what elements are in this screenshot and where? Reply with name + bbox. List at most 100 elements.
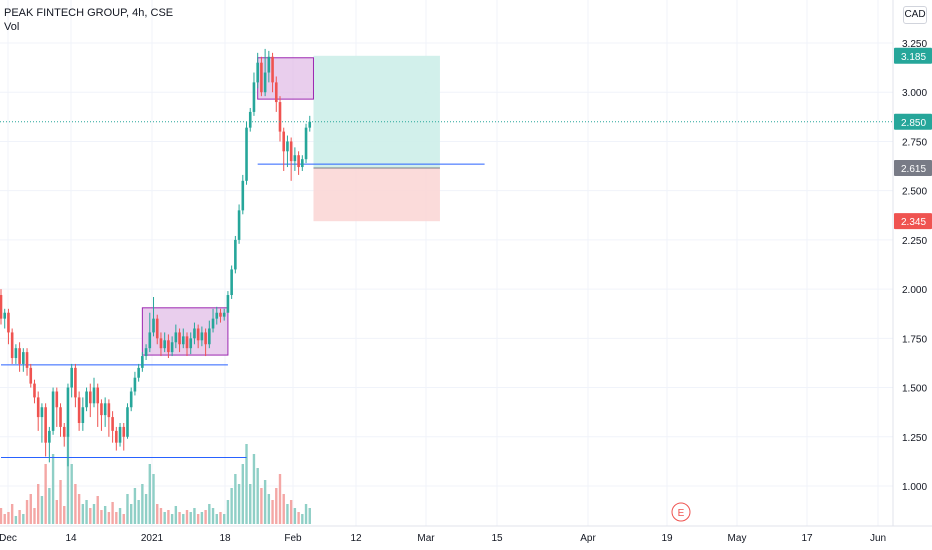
candle-body[interactable] (196, 328, 200, 341)
candle-body[interactable] (159, 338, 163, 349)
candle-body[interactable] (36, 397, 40, 418)
symbol-title[interactable]: PEAK FINTECH GROUP, 4h, CSE (4, 7, 174, 19)
candle-body[interactable] (92, 387, 96, 404)
candle-body[interactable] (245, 127, 248, 181)
candle-body[interactable] (3, 312, 7, 319)
candle-body[interactable] (252, 82, 256, 112)
candle-body[interactable] (301, 159, 304, 168)
candle-body[interactable] (211, 318, 215, 329)
earnings-event-icon[interactable] (671, 502, 691, 522)
candle-body[interactable] (25, 352, 29, 368)
candle-body[interactable] (44, 407, 47, 443)
candle-body[interactable] (66, 387, 70, 437)
candle-body[interactable] (18, 348, 21, 364)
candle-body[interactable] (260, 62, 263, 93)
candle-body[interactable] (237, 210, 241, 240)
candlestick-series[interactable] (0, 48, 312, 467)
candle-body[interactable] (181, 336, 185, 345)
candle-body[interactable] (118, 426, 122, 443)
candle-body[interactable] (170, 342, 174, 353)
price-label-target-badge[interactable] (894, 47, 932, 64)
candle-body[interactable] (29, 367, 33, 384)
candle-body[interactable] (163, 340, 166, 349)
candle-body[interactable] (308, 121, 312, 128)
position-loss-zone[interactable] (313, 168, 440, 222)
candle-body[interactable] (271, 56, 274, 83)
candle-body[interactable] (55, 391, 59, 408)
candle-body[interactable] (248, 111, 252, 128)
candle-body[interactable] (74, 367, 77, 398)
position-profit-zone[interactable] (313, 55, 440, 169)
candle-body[interactable] (107, 403, 111, 418)
candle-body[interactable] (88, 391, 92, 404)
candle-body[interactable] (22, 352, 25, 364)
candle-body[interactable] (263, 72, 267, 93)
candle-body[interactable] (59, 407, 62, 427)
candle-body[interactable] (226, 295, 230, 313)
candle-body[interactable] (256, 62, 259, 83)
candle-body[interactable] (278, 102, 282, 132)
candle-body[interactable] (267, 56, 271, 73)
candle-body[interactable] (144, 348, 148, 357)
candle-body[interactable] (81, 407, 85, 423)
candle-body[interactable] (230, 269, 233, 296)
candle-body[interactable] (167, 340, 170, 353)
candle-body[interactable] (152, 318, 155, 333)
candle-body[interactable] (141, 356, 144, 368)
candle-body[interactable] (7, 312, 10, 333)
candle-body[interactable] (33, 383, 36, 398)
price-label-entry-badge[interactable] (894, 160, 932, 177)
rectangle-zone[interactable] (257, 57, 314, 100)
candle-body[interactable] (297, 155, 300, 168)
price-axis[interactable]: 3.250 3.000 2.750 2.500 2.250 2.000 1.750 1.500… (892, 0, 932, 526)
candle-body[interactable] (122, 426, 126, 437)
candle-body[interactable] (289, 141, 293, 162)
candle-body[interactable] (100, 403, 103, 416)
candle-body[interactable] (234, 239, 237, 270)
candle-body[interactable] (62, 426, 66, 437)
candle-body[interactable] (219, 312, 222, 317)
candle-body[interactable] (0, 295, 3, 319)
candle-body[interactable] (126, 407, 129, 437)
time-axis[interactable]: Dec 14 2021 18 Feb 12 Mar 15 Apr 19 May 17 Jun (0, 525, 932, 544)
candle-body[interactable] (103, 403, 107, 416)
candle-body[interactable] (48, 430, 51, 443)
candle-body[interactable] (133, 377, 137, 392)
candle-body[interactable] (10, 332, 14, 359)
candle-body[interactable] (189, 338, 193, 349)
rectangle-zone[interactable] (141, 307, 229, 356)
candle-body[interactable] (40, 407, 44, 418)
currency-badge[interactable]: CAD (903, 6, 927, 24)
candle-body[interactable] (129, 391, 133, 408)
volume-label[interactable]: Vol (4, 21, 20, 33)
price-label-stop-badge[interactable] (894, 213, 932, 230)
candle-body[interactable] (14, 348, 18, 359)
candle-body[interactable] (70, 367, 73, 388)
candle-body[interactable] (204, 332, 207, 345)
candle-body[interactable] (174, 332, 178, 343)
candle-body[interactable] (96, 387, 100, 404)
candle-body[interactable] (193, 328, 196, 339)
candle-body[interactable] (304, 127, 308, 160)
candle-body[interactable] (77, 397, 81, 423)
candle-body[interactable] (208, 328, 211, 345)
candle-body[interactable] (274, 82, 278, 103)
candle-body[interactable] (137, 367, 140, 378)
candle-body[interactable] (282, 131, 286, 152)
candle-body[interactable] (286, 141, 289, 152)
candle-body[interactable] (155, 318, 159, 339)
candle-body[interactable] (293, 155, 297, 162)
candle-body[interactable] (178, 332, 181, 345)
candle-body[interactable] (200, 332, 204, 341)
price-label-last-badge[interactable] (894, 113, 932, 130)
candle-body[interactable] (241, 180, 245, 211)
candle-body[interactable] (148, 332, 152, 349)
candle-body[interactable] (185, 336, 189, 349)
candle-body[interactable] (115, 430, 118, 443)
candle-body[interactable] (51, 391, 55, 431)
candle-body[interactable] (85, 391, 88, 408)
candle-body[interactable] (111, 417, 114, 431)
candle-body[interactable] (215, 312, 219, 319)
chart-drawings[interactable] (1, 55, 485, 458)
